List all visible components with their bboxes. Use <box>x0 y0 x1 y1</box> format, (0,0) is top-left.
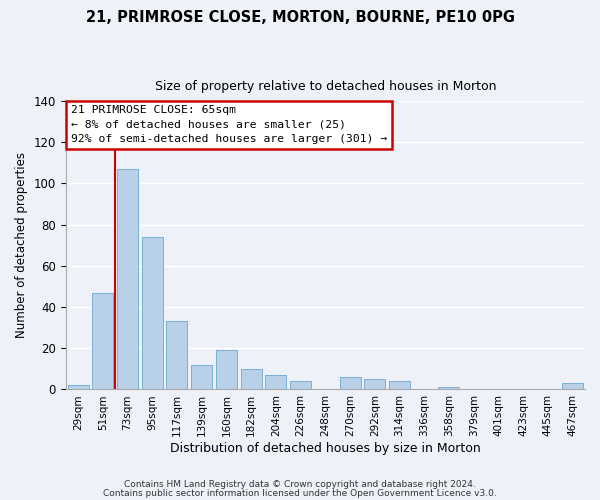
Text: 21 PRIMROSE CLOSE: 65sqm
← 8% of detached houses are smaller (25)
92% of semi-de: 21 PRIMROSE CLOSE: 65sqm ← 8% of detache… <box>71 106 387 144</box>
Text: 21, PRIMROSE CLOSE, MORTON, BOURNE, PE10 0PG: 21, PRIMROSE CLOSE, MORTON, BOURNE, PE10… <box>86 10 515 25</box>
Bar <box>439 388 460 390</box>
Bar <box>142 237 163 390</box>
Bar <box>290 381 311 390</box>
Bar <box>166 322 187 390</box>
Bar <box>265 375 286 390</box>
Bar <box>216 350 237 390</box>
Title: Size of property relative to detached houses in Morton: Size of property relative to detached ho… <box>155 80 496 93</box>
Bar <box>241 369 262 390</box>
Bar <box>340 377 361 390</box>
Bar <box>389 381 410 390</box>
Text: Contains public sector information licensed under the Open Government Licence v3: Contains public sector information licen… <box>103 489 497 498</box>
Y-axis label: Number of detached properties: Number of detached properties <box>15 152 28 338</box>
Bar <box>68 386 89 390</box>
Bar <box>92 292 113 390</box>
Bar <box>117 169 138 390</box>
X-axis label: Distribution of detached houses by size in Morton: Distribution of detached houses by size … <box>170 442 481 455</box>
Text: Contains HM Land Registry data © Crown copyright and database right 2024.: Contains HM Land Registry data © Crown c… <box>124 480 476 489</box>
Bar <box>562 384 583 390</box>
Bar <box>364 379 385 390</box>
Bar <box>191 364 212 390</box>
